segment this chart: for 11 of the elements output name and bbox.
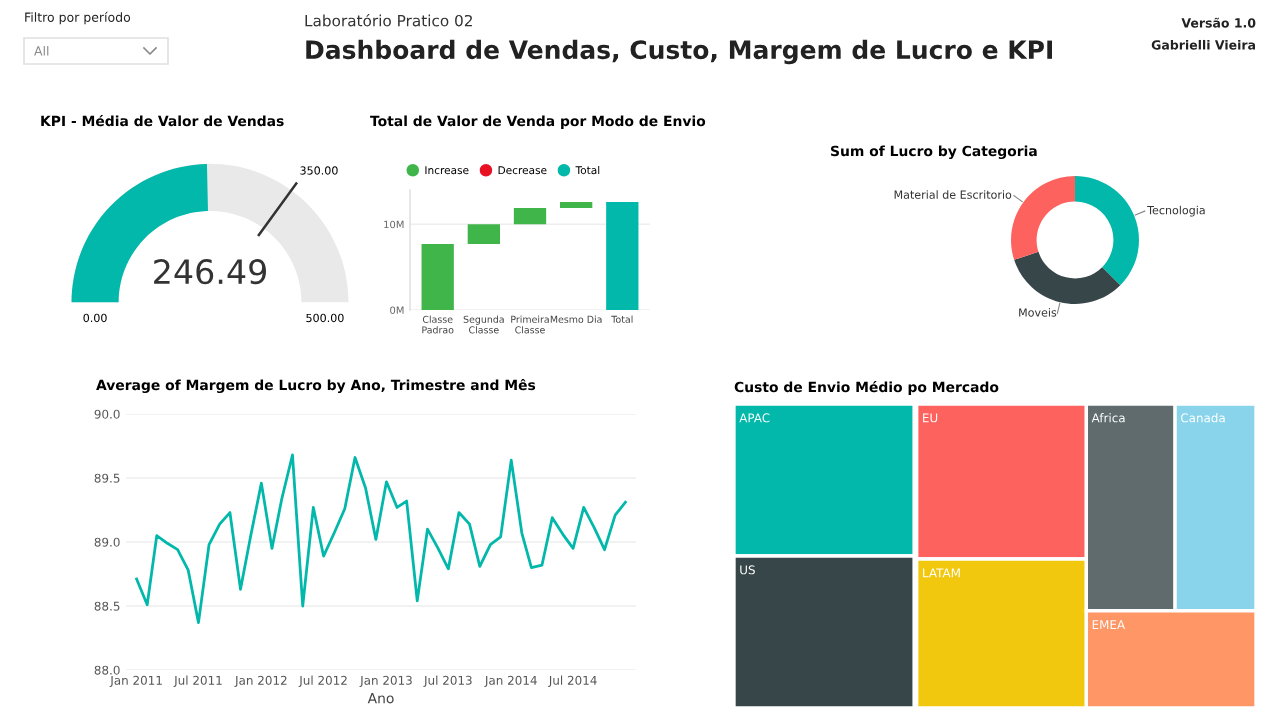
bar [467,224,500,244]
bar [606,202,639,310]
bar [513,208,547,225]
bar [560,202,593,208]
donut-slice [1075,176,1139,286]
line-series [135,453,627,625]
data-label: 246.49 [154,259,266,285]
donut-slice [1014,251,1121,304]
text: Dashboard de Vendas, Custo, Margem de Lucro e KPI [306,39,1052,65]
donut-slice [1011,176,1075,260]
bar [421,244,454,310]
